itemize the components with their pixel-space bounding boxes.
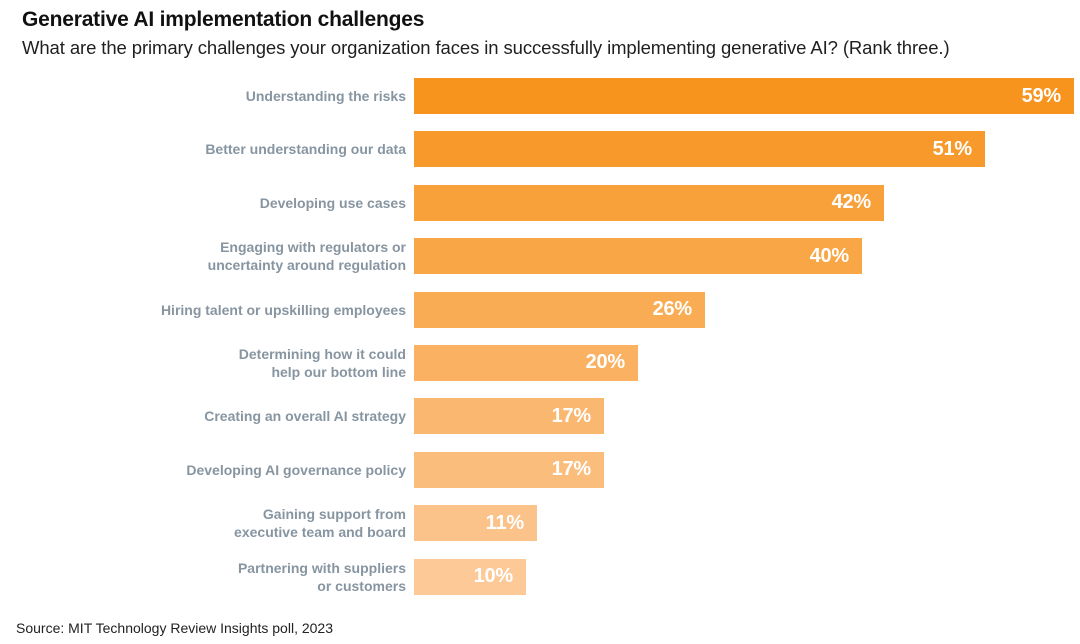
chart-row: Engaging with regulators or uncertainty a… [0,238,1080,275]
category-label: Understanding the risks [0,87,406,105]
bar-value-label: 17% [551,404,592,427]
bar: 10% [414,558,526,595]
category-label-line: Understanding the risks [245,88,406,104]
chart-header: Generative AI implementation challenges … [22,7,1068,59]
chart-row: Hiring talent or upskilling employees 26% [0,291,1080,328]
chart-row: Creating an overall AI strategy 17% [0,398,1080,435]
category-label: Creating an overall AI strategy [0,407,406,425]
category-label-line: or customers [317,577,406,594]
bar: 11% [414,505,537,542]
bar-value-label: 20% [585,351,626,374]
category-label-line: Gaining support from [262,506,406,523]
category-label-line: Developing AI governance policy [186,461,406,478]
chart-row: Developing use cases 42% [0,184,1080,221]
chart-row: Developing AI governance policy 17% [0,451,1080,488]
bar-value-label: 40% [809,244,850,267]
chart-row: Gaining support from executive team and b… [0,505,1080,542]
category-label: Engaging with regulators or uncertainty a… [0,238,406,274]
bar-value-label: 42% [831,191,872,214]
bar: 42% [414,184,884,221]
category-label-line: Partnering with suppliers [237,559,406,576]
bar: 17% [414,398,604,435]
category-label: Developing use cases [0,194,406,212]
chart-subtitle: What are the primary challenges your org… [22,37,950,58]
chart-title: Generative AI implementation challenges [22,8,425,31]
category-label: Determining how it could help our bottom … [0,345,406,381]
bar: 40% [414,238,862,275]
bar-chart: Understanding the risks 59% Better underst… [0,78,1080,595]
category-label: Developing AI governance policy [0,461,406,479]
bar: 17% [414,451,604,488]
category-label-line: Engaging with regulators or [220,239,406,256]
bar-value-label: 59% [1021,84,1062,107]
bar: 51% [414,131,985,168]
category-label: Gaining support from executive team and b… [0,505,406,541]
category-label: Hiring talent or upskilling employees [0,301,406,319]
chart-row: Better understanding our data 51% [0,131,1080,168]
category-label-line: Better understanding our data [205,141,406,158]
category-label-line: uncertainty around regulation [207,257,406,274]
category-label-line: Creating an overall AI strategy [204,408,406,425]
category-label-line: Developing use cases [259,194,406,211]
bar: 59% [414,78,1074,114]
chart-row: Partnering with suppliers or customers 10% [0,558,1080,595]
bar-value-label: 11% [485,511,525,534]
category-label-line: help our bottom line [271,363,406,380]
bar: 20% [414,344,638,381]
bar: 26% [414,291,705,328]
category-label: Partnering with suppliers or customers [0,559,406,595]
category-label-line: Determining how it could [238,345,406,362]
bar-value-label: 10% [473,565,514,588]
source-note: Source: MIT Technology Review Insights p… [16,620,333,636]
bar-value-label: 26% [652,298,693,321]
chart-row: Determining how it could help our bottom … [0,344,1080,381]
category-label-line: executive team and board [234,524,406,541]
bar-value-label: 17% [551,458,592,481]
chart-row: Understanding the risks 59% [0,78,1080,114]
category-label-line: Hiring talent or upskilling employees [160,301,406,318]
bar-value-label: 51% [932,137,973,160]
category-label: Better understanding our data [0,140,406,158]
